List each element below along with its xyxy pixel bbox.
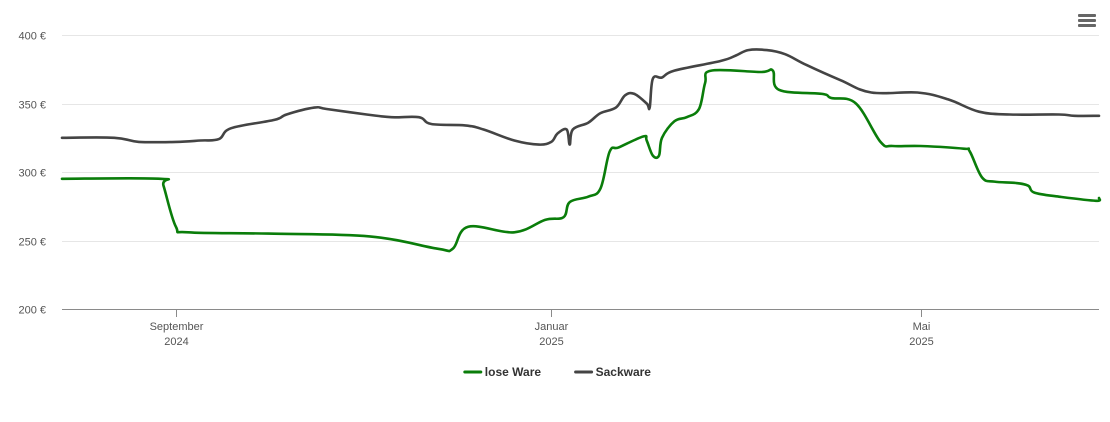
legend: lose Ware Sackware xyxy=(463,365,652,379)
y-axis-labels: 200 € 250 € 300 € 350 € 400 € xyxy=(18,31,46,317)
y-tick-label: 350 € xyxy=(18,100,46,112)
x-tick-label-month: Januar xyxy=(535,321,569,333)
y-tick-label: 400 € xyxy=(18,31,46,43)
x-tick-label-year: 2024 xyxy=(164,336,188,348)
legend-label: lose Ware xyxy=(485,365,542,379)
series-line-sackware[interactable] xyxy=(60,48,1101,146)
y-tick-label: 300 € xyxy=(18,168,46,180)
gridlines xyxy=(62,35,1099,242)
menu-bar-middle xyxy=(1078,19,1096,22)
x-tick-label-month: September xyxy=(150,321,204,333)
x-tick-label-year: 2025 xyxy=(539,336,563,348)
legend-item-lose-ware[interactable]: lose Ware xyxy=(463,365,542,379)
hamburger-menu-icon[interactable] xyxy=(1076,12,1098,32)
menu-bar-bottom xyxy=(1078,24,1096,27)
series-lines xyxy=(60,48,1102,253)
x-tick-label-year: 2025 xyxy=(909,336,933,348)
x-axis-labels: September 2024 Januar 2025 Mai 2025 xyxy=(150,321,934,348)
x-tick-label-month: Mai xyxy=(913,321,931,333)
legend-item-sackware[interactable]: Sackware xyxy=(574,365,652,379)
axes xyxy=(62,309,1099,317)
series-line-lose-ware[interactable] xyxy=(60,68,1102,253)
y-tick-label: 250 € xyxy=(18,237,46,249)
legend-label: Sackware xyxy=(596,365,652,379)
y-tick-label: 200 € xyxy=(18,305,46,317)
menu-bar-top xyxy=(1078,14,1096,17)
